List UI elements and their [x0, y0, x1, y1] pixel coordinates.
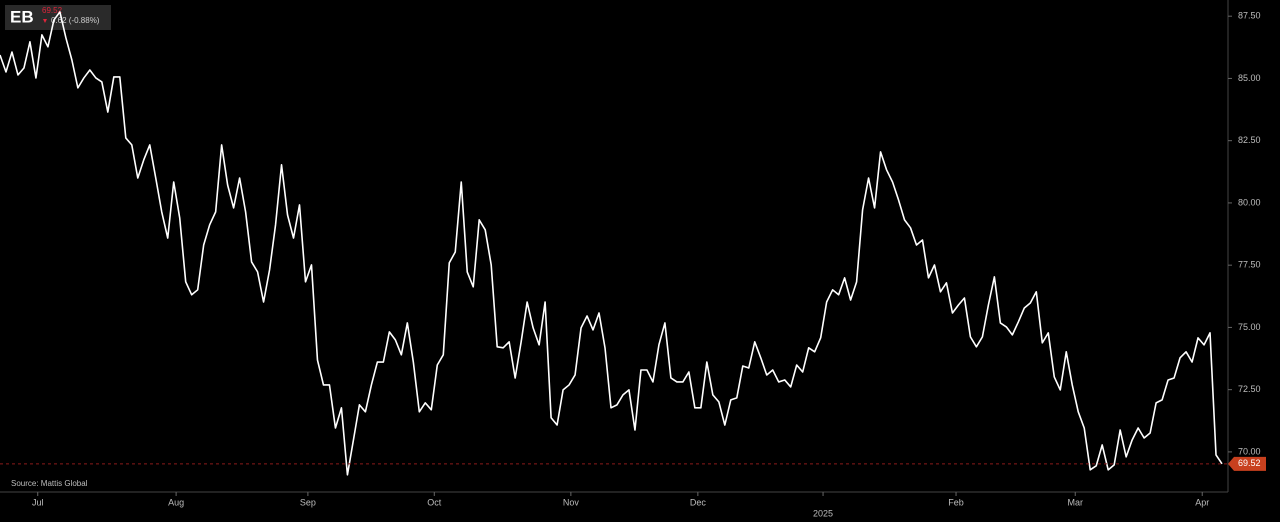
source: Source: Mattis Global [11, 479, 88, 488]
x-tick-label: Nov [563, 497, 580, 507]
x-tick-label: Jul [32, 497, 44, 507]
last-value-label: 69.52 [1238, 458, 1261, 468]
change: 0.62 (-0.88%) [51, 16, 100, 25]
x-tick-label: Dec [690, 497, 707, 507]
logo: EB [10, 7, 34, 26]
y-tick-label: 87.50 [1238, 11, 1261, 21]
y-tick-label: 85.00 [1238, 73, 1261, 83]
year-label: 2025 [813, 508, 833, 518]
y-tick-label: 77.50 [1238, 260, 1261, 270]
price-line [0, 11, 1223, 476]
x-tick-label: Sep [300, 497, 316, 507]
x-tick-label: Apr [1195, 497, 1209, 507]
x-tick-label: Oct [427, 497, 442, 507]
x-tick-label: Mar [1067, 497, 1083, 507]
last-value-box [1228, 456, 1266, 471]
x-tick-label: Feb [948, 497, 964, 507]
y-tick-label: 80.00 [1238, 197, 1261, 207]
header-box [5, 5, 111, 30]
y-tick-label: 70.00 [1238, 446, 1261, 456]
price: 69.52 [42, 6, 63, 15]
x-tick-label: Aug [168, 497, 184, 507]
y-tick-label: 72.50 [1238, 384, 1261, 394]
down-arrow [43, 19, 47, 23]
y-tick-label: 82.50 [1238, 135, 1261, 145]
y-tick-label: 75.00 [1238, 322, 1261, 332]
